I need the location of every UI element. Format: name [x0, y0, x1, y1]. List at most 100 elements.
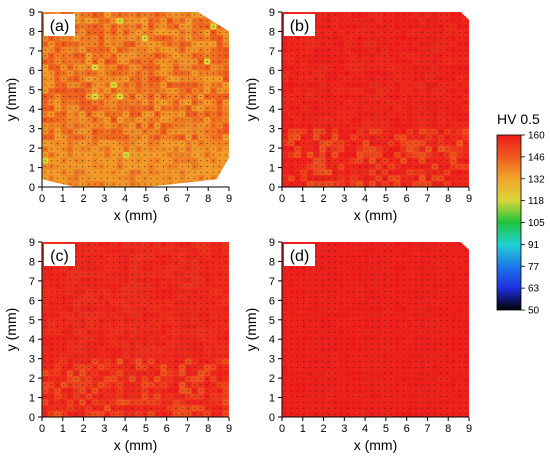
indent-point: [94, 372, 96, 374]
indent-point: [365, 20, 367, 22]
indent-point: [309, 148, 311, 150]
indent-point: [384, 37, 386, 39]
indent-point: [309, 43, 311, 45]
indent-point: [131, 84, 133, 86]
indent-point: [94, 273, 96, 275]
indent-point: [119, 413, 121, 415]
indent-point: [81, 125, 84, 127]
indent-point: [315, 26, 317, 28]
indent-point: [63, 308, 65, 310]
indent-point: [434, 183, 436, 185]
indent-point: [57, 136, 59, 138]
indent-point: [346, 107, 348, 109]
indent-point: [138, 26, 140, 28]
indent-point: [321, 43, 324, 45]
indent-point: [119, 407, 121, 409]
indent-point: [200, 177, 202, 179]
indent-point: [69, 337, 71, 339]
indent-point: [334, 31, 336, 33]
indent-point: [309, 84, 311, 86]
indent-point: [181, 31, 183, 33]
indent-point: [75, 125, 77, 127]
indent-point: [44, 413, 46, 415]
indent-point: [371, 26, 373, 28]
indent-point: [150, 107, 152, 109]
indent-point: [409, 101, 411, 103]
indent-point: [396, 136, 398, 138]
indent-point: [371, 72, 373, 74]
indent-point: [384, 119, 386, 121]
indent-point: [50, 119, 52, 121]
indent-point: [187, 49, 190, 51]
indent-point: [156, 90, 158, 92]
indent-point: [138, 84, 140, 86]
indent-point: [63, 142, 65, 144]
indent-point: [63, 326, 65, 328]
indent-point: [81, 372, 84, 374]
indent-point: [138, 20, 140, 22]
indent-point: [75, 160, 77, 162]
indent-point: [315, 14, 317, 16]
indent-point: [119, 166, 121, 168]
indent-point: [334, 107, 336, 109]
indent-point: [113, 390, 115, 392]
indent-point: [94, 296, 96, 298]
indent-point: [119, 20, 121, 22]
indent-point: [427, 72, 430, 74]
indent-point: [44, 61, 46, 63]
indent-point: [162, 84, 165, 86]
indent-point: [69, 78, 71, 80]
indent-point: [365, 171, 367, 173]
indent-point: [144, 90, 146, 92]
indent-point: [452, 37, 454, 39]
indent-point: [309, 61, 311, 63]
indent-point: [365, 160, 367, 162]
indent-point: [384, 171, 386, 173]
indent-point: [225, 72, 227, 74]
indent-point: [384, 72, 386, 74]
indent-point: [75, 55, 77, 57]
indent-point: [194, 26, 196, 28]
indent-point: [69, 302, 71, 304]
indent-point: [421, 84, 423, 86]
indent-point: [359, 37, 361, 39]
indent-point: [421, 78, 423, 80]
indent-point: [100, 148, 102, 150]
indent-point: [106, 361, 108, 363]
indent-point: [100, 296, 102, 298]
indent-point: [309, 160, 311, 162]
indent-point: [402, 142, 405, 144]
indent-point: [421, 101, 423, 103]
indent-point: [427, 101, 430, 103]
indent-point: [446, 113, 448, 115]
indent-point: [206, 78, 208, 80]
indent-point: [175, 183, 177, 185]
indent-point: [63, 177, 65, 179]
indent-point: [88, 78, 90, 80]
indent-point: [402, 177, 405, 179]
indent-point: [225, 166, 227, 168]
indent-point: [150, 177, 152, 179]
indent-point: [88, 390, 90, 392]
indent-point: [353, 55, 355, 57]
indent-point: [303, 154, 305, 156]
y-tick-label: 9: [29, 7, 35, 19]
indent-point: [75, 261, 77, 263]
indent-point: [365, 136, 367, 138]
indent-point: [125, 96, 127, 98]
indent-point: [402, 154, 405, 156]
indent-point: [88, 37, 90, 39]
y-tick-label: 2: [29, 143, 35, 155]
indent-point: [119, 131, 121, 133]
indent-point: [106, 183, 108, 185]
indent-point: [200, 171, 202, 173]
indent-point: [113, 291, 115, 293]
indent-point: [81, 26, 84, 28]
indent-point: [156, 136, 158, 138]
heatmap-cell: [204, 12, 211, 19]
indent-point: [359, 26, 361, 28]
indent-point: [94, 66, 96, 68]
indent-point: [206, 171, 208, 173]
indent-point: [225, 148, 227, 150]
indent-point: [303, 72, 305, 74]
